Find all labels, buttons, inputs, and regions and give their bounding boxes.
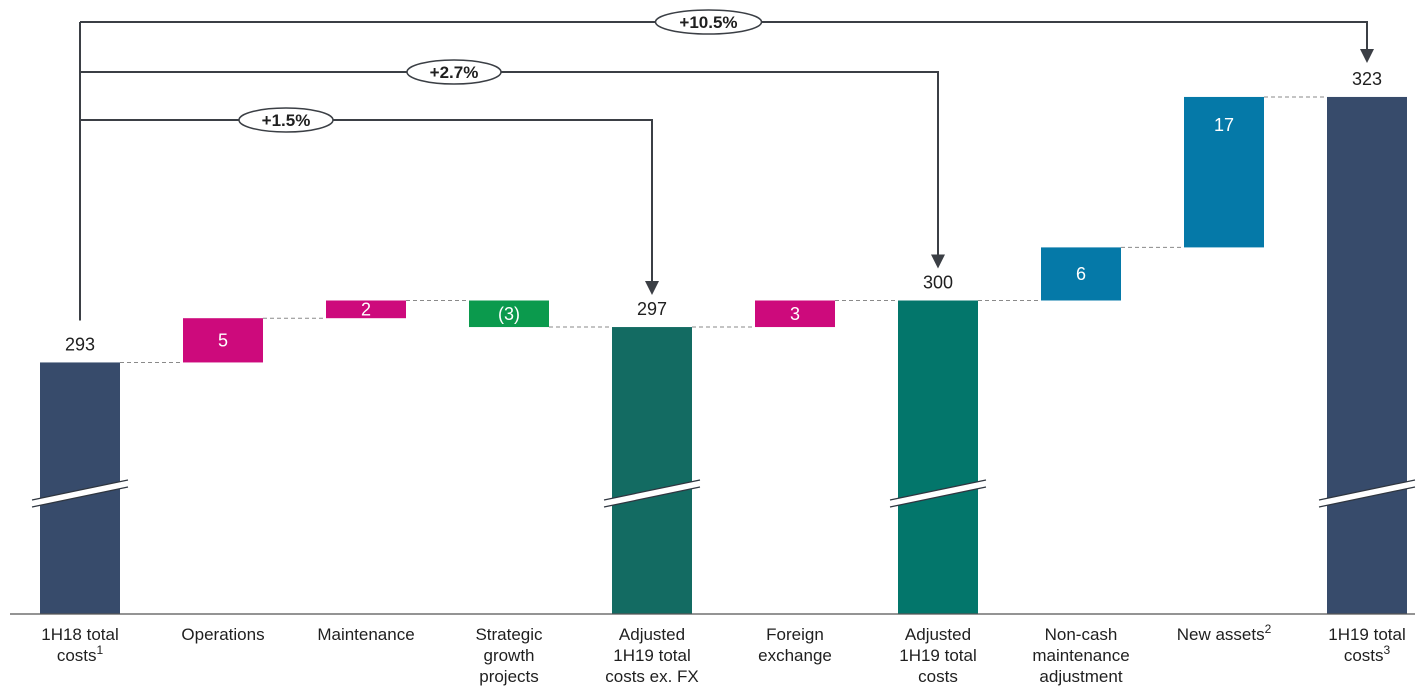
bar-1h19-total-costs [1327,96,1407,614]
growth-pill [406,59,502,85]
axis-break-adjusted-1h19-total-costs [890,480,986,507]
category-label-new-assets: New assets2 [1177,622,1272,644]
bar-strategic-growth-projects [469,300,549,328]
bracket-arrowhead [931,254,945,269]
bar-foreign-exchange [755,300,835,328]
axis-break-line [1318,479,1416,501]
axis-break-adjusted-1h19-total-costs-ex-fx [604,480,700,507]
bar-adjusted-1h19-total-costs-ex-fx [612,327,692,614]
axis-break-line [889,486,987,508]
bar-operations [183,318,263,363]
category-label-operations: Operations [181,625,264,644]
axis-break-line [31,479,129,501]
growth-pill [238,107,334,133]
axis-break-line [603,486,701,508]
growth-annotation-10-5: +10.5% [80,9,1374,63]
category-label-maintenance: Maintenance [317,625,414,644]
value-label-operations: 5 [218,330,228,350]
growth-annotation-1-5: +1.5% [80,107,659,296]
value-label-non-cash-maintenance-adjustment: 6 [1076,264,1086,284]
value-label-1h18-total-costs: 293 [65,334,95,354]
bracket-line [80,119,653,284]
bracket-arrowhead [645,281,659,296]
growth-pill [654,9,763,35]
axis-breaks [31,479,1416,508]
value-label-1h19-total-costs: 323 [1352,69,1382,89]
growth-brackets: +10.5% +2.7% +1.5% [79,9,1374,321]
value-label-strategic-growth-projects: (3) [498,304,520,324]
category-label-1h18-total-costs: 1H18 total costs1 [41,625,119,665]
bracket-arrowhead [1360,48,1374,63]
value-label-maintenance: 2 [361,299,371,319]
bar-adjusted-1h19-total-costs [898,300,978,614]
category-label-non-cash-maintenance-adjustment: Non-cash maintenance adjustment [1032,625,1129,686]
growth-annotation-2-7: +2.7% [80,59,945,269]
bracket-line [80,21,1368,51]
axis-break-line [1318,486,1416,508]
growth-label: +1.5% [262,111,311,130]
value-label-adjusted-1h19-total-costs-ex-fx: 297 [637,299,667,319]
value-labels: 293 5 2 (3) 297 3 300 6 17 323 [65,69,1382,355]
axis-break-line [889,479,987,501]
connector-lines [120,96,1327,363]
bar-non-cash-maintenance-adjustment [1041,247,1121,301]
bracket-line [80,71,939,257]
category-label-1h19-total-costs: 1H19 total costs3 [1328,625,1406,665]
axis-break-line [603,479,701,501]
growth-label: +10.5% [679,13,737,32]
bar-new-assets [1184,96,1264,248]
axis-break-1h18-total-costs [32,480,128,507]
bars [40,96,1407,614]
category-label-strategic-growth-projects: Strategic growth projects [475,625,543,686]
value-label-foreign-exchange: 3 [790,304,800,324]
axis-break-line [31,486,129,508]
category-labels: 1H18 total costs1 Operations Maintenance Str… [41,622,1406,686]
value-label-new-assets: 17 [1214,115,1234,135]
value-label-adjusted-1h19-total-costs: 300 [923,273,953,293]
category-label-adjusted-1h19-total-costs-ex-fx: Adjusted 1H19 total costs ex. FX [605,625,699,686]
growth-label: +2.7% [430,63,479,82]
category-label-foreign-exchange: Foreign exchange [758,625,832,665]
bar-maintenance [326,300,406,319]
axis-break-1h19-total-costs [1319,480,1415,507]
category-label-adjusted-1h19-total-costs: Adjusted 1H19 total costs [899,625,977,686]
